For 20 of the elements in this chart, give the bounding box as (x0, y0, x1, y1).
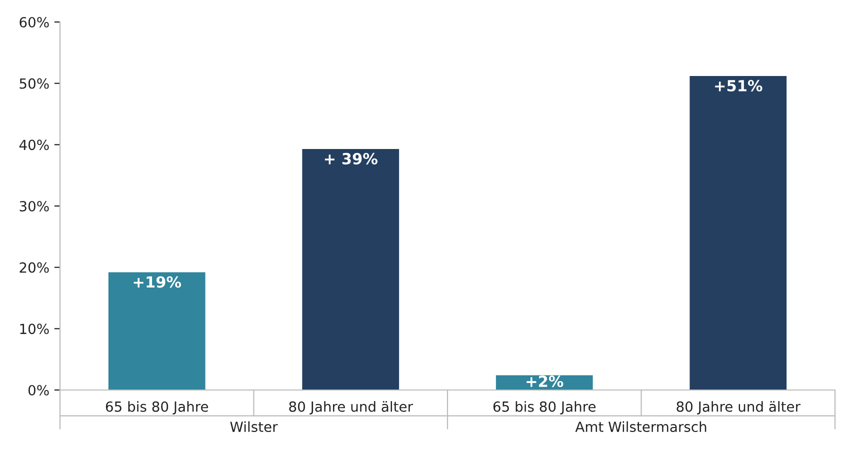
y-tick-label: 10% (20, 324, 49, 334)
text: Amt Wilstermarsch (575, 421, 706, 432)
y-tick-label: 30% (20, 200, 49, 212)
x-tick-label: 80 Jahre und älter (676, 401, 801, 414)
text: Wilster (230, 421, 278, 432)
y-tick-label: 50% (20, 78, 49, 89)
bar (302, 148, 400, 390)
x-tick-label: 80 Jahre und älter (289, 401, 414, 414)
data-label: + 39% (324, 152, 378, 164)
data-label: +2% (526, 376, 564, 388)
y-tick-label: 20% (20, 262, 49, 273)
bar (690, 76, 787, 390)
data-label: +51% (715, 80, 762, 92)
y-tick-label: 40% (19, 140, 49, 150)
data-label: +19% (134, 276, 182, 288)
y-tick-label: 0% (28, 384, 49, 396)
x-tick-label: 65 bis 80 Jahre (106, 401, 208, 414)
y-tick-label: 60% (20, 16, 49, 28)
x-tick-label: 65 bis 80 Jahre (493, 401, 596, 414)
bar (108, 272, 206, 390)
